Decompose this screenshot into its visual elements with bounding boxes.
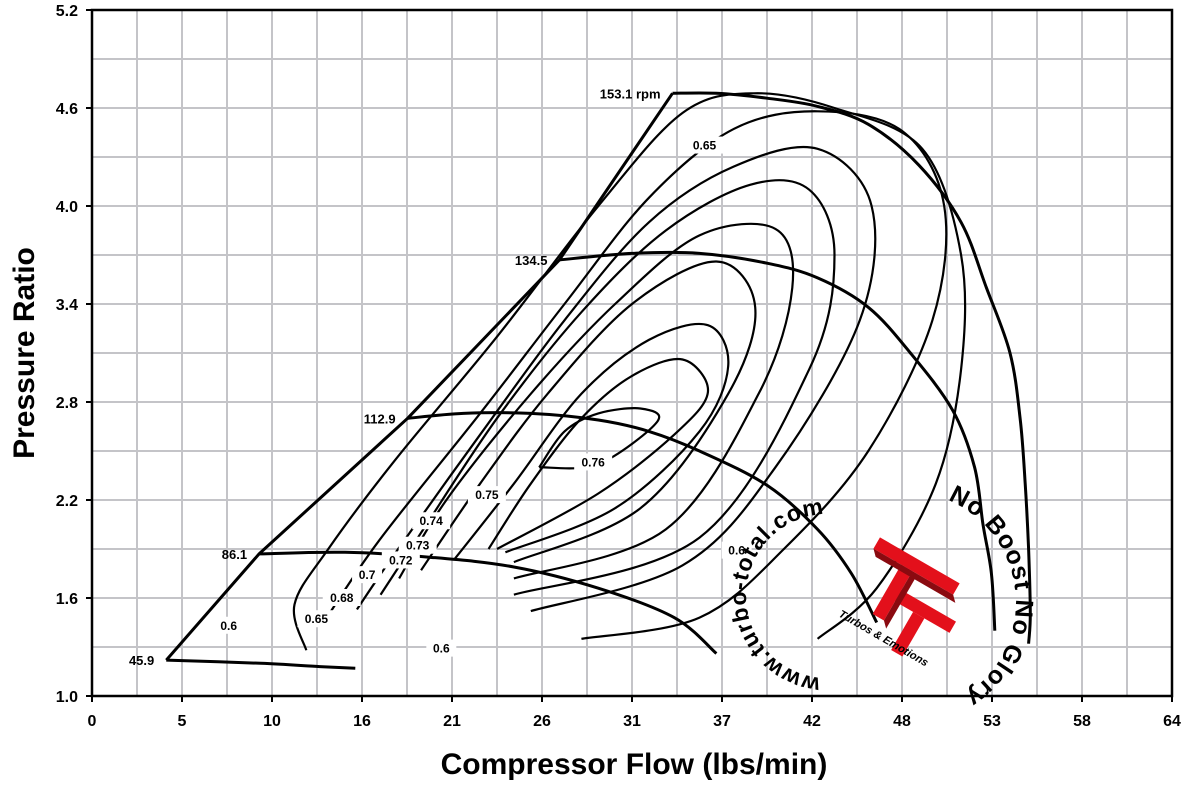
x-tick-label: 10 xyxy=(263,713,281,730)
efficiency-label: 0.65 xyxy=(693,139,717,153)
efficiency-label-bg xyxy=(398,536,437,554)
efficiency-label-bg xyxy=(297,610,336,628)
efficiency-label: 0.65 xyxy=(305,612,329,626)
efficiency-label-bg xyxy=(574,453,613,471)
speed-line-label: 134.5 xyxy=(515,253,548,268)
efficiency-label: 0.68 xyxy=(330,591,354,605)
y-tick-label: 5.2 xyxy=(56,3,78,20)
x-tick-label: 16 xyxy=(353,713,371,730)
efficiency-label: 0.6 xyxy=(728,544,745,558)
y-tick-label: 4.0 xyxy=(56,199,78,216)
efficiency-label-bg xyxy=(213,616,244,634)
x-tick-label: 37 xyxy=(713,713,731,730)
x-axis-title: Compressor Flow (lbs/min) xyxy=(441,748,828,781)
y-tick-label: 1.0 xyxy=(56,689,78,706)
efficiency-label: 0.75 xyxy=(475,488,499,502)
x-tick-label: 64 xyxy=(1163,713,1181,730)
efficiency-label-bg xyxy=(322,589,361,606)
efficiency-island-line xyxy=(356,145,877,613)
speed-line xyxy=(166,658,356,670)
tt-logo-icon xyxy=(872,537,960,657)
efficiency-label-bg xyxy=(381,551,420,569)
efficiency-label: 0.6 xyxy=(433,642,450,656)
efficiency-label: 0.76 xyxy=(582,455,606,469)
x-tick-label: 21 xyxy=(443,713,461,730)
efficiency-label: 0.73 xyxy=(406,539,430,553)
map-lines xyxy=(165,91,1032,670)
efficiency-island-line xyxy=(453,322,730,560)
speed-line-label: 112.9 xyxy=(364,411,396,426)
x-tick-label: 0 xyxy=(88,713,97,730)
efficiency-label-bg xyxy=(467,486,506,504)
y-tick-label: 2.8 xyxy=(56,395,78,412)
efficiency-island-line xyxy=(379,179,836,596)
speed-line xyxy=(407,411,879,624)
y-axis-ticks: 1.0 1.6 2.2 2.8 3.4 4.0 4.6 5.2 xyxy=(56,3,92,706)
x-tick-label: 42 xyxy=(803,713,821,730)
x-tick-label: 48 xyxy=(893,713,911,730)
x-tick-label: 26 xyxy=(533,713,551,730)
efficiency-label-bg xyxy=(426,639,457,657)
speed-line xyxy=(259,550,718,655)
efficiency-label: 0.6 xyxy=(220,619,237,633)
x-axis-ticks: 0 5 10 16 21 26 31 37 42 48 53 58 64 xyxy=(88,696,1181,730)
efficiency-label-bg xyxy=(412,512,451,530)
y-tick-label: 4.6 xyxy=(56,101,78,118)
efficiency-island-line xyxy=(420,260,757,571)
speed-line-label: 45.9 xyxy=(129,653,154,668)
speed-line xyxy=(672,91,1032,644)
efficiency-label-bg xyxy=(685,136,724,154)
x-tick-label: 5 xyxy=(178,713,187,730)
y-tick-label: 2.2 xyxy=(56,493,78,510)
efficiency-label: 0.7 xyxy=(359,568,376,582)
y-axis-title: Pressure Ratio xyxy=(8,247,41,459)
efficiency-label: 0.74 xyxy=(420,514,444,528)
efficiency-label-bg xyxy=(721,541,752,559)
y-tick-label: 3.4 xyxy=(56,297,78,314)
x-tick-label: 53 xyxy=(983,713,1001,730)
x-tick-label: 31 xyxy=(623,713,641,730)
speed-line-label: 86.1 xyxy=(222,547,247,562)
efficiency-island-line xyxy=(398,222,795,580)
efficiency-island-line xyxy=(487,357,710,550)
efficiency-island-line xyxy=(292,92,967,651)
efficiency-label-bg xyxy=(352,566,383,584)
surge-line xyxy=(165,92,674,662)
y-tick-label: 1.6 xyxy=(56,591,78,608)
line-labels: 45.9 86.1 112.9 134.5 153.1 rpm 0.76 0.75 0.74 0… xyxy=(129,86,752,668)
efficiency-label: 0.72 xyxy=(389,553,413,567)
speed-line-label: 153.1 rpm xyxy=(600,86,661,101)
speed-line xyxy=(559,250,997,631)
x-tick-label: 58 xyxy=(1073,713,1091,730)
